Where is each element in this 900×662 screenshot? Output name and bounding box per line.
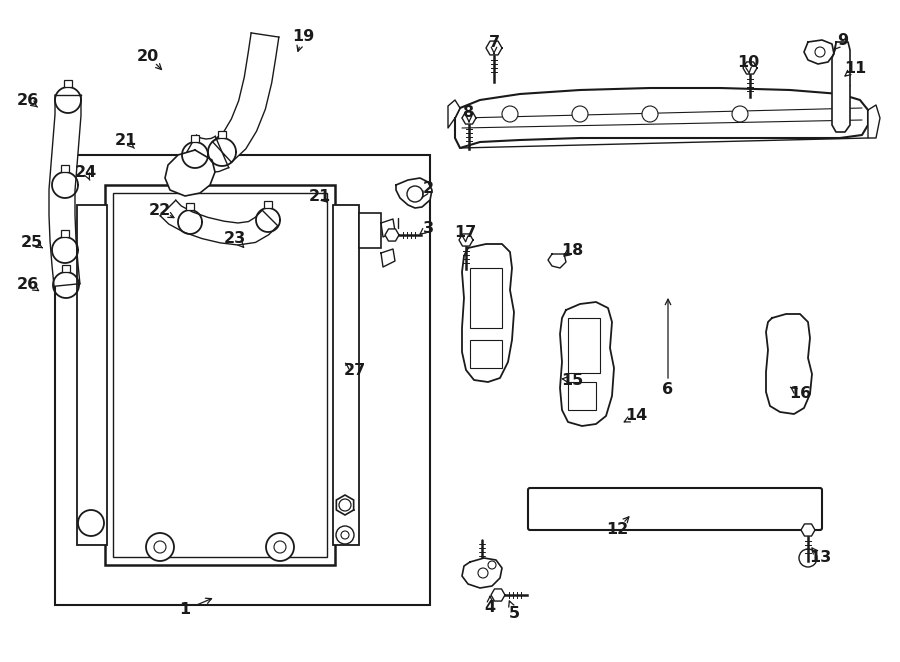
Circle shape: [488, 561, 496, 569]
Text: 26: 26: [17, 93, 39, 107]
Text: 11: 11: [844, 60, 866, 75]
Circle shape: [339, 499, 351, 511]
Polygon shape: [396, 178, 432, 208]
Text: 5: 5: [508, 606, 519, 620]
Polygon shape: [462, 558, 502, 588]
Polygon shape: [491, 589, 505, 601]
Text: 13: 13: [809, 551, 831, 565]
Text: 19: 19: [292, 28, 314, 44]
Text: 14: 14: [625, 408, 647, 424]
Text: 23: 23: [224, 230, 246, 246]
Circle shape: [732, 106, 748, 122]
Bar: [568, 382, 596, 410]
Bar: [113, 193, 327, 557]
Circle shape: [642, 106, 658, 122]
Text: 12: 12: [606, 522, 628, 538]
Polygon shape: [160, 200, 278, 245]
Text: 16: 16: [789, 387, 811, 401]
Bar: [77, 205, 107, 545]
Bar: [359, 213, 381, 248]
Circle shape: [146, 533, 174, 561]
Bar: [105, 185, 335, 565]
Text: 10: 10: [737, 54, 759, 70]
Polygon shape: [165, 150, 215, 196]
Polygon shape: [801, 524, 815, 536]
Text: 6: 6: [662, 383, 673, 397]
Polygon shape: [804, 40, 834, 64]
Text: 25: 25: [21, 234, 43, 250]
Polygon shape: [381, 249, 395, 267]
Text: 18: 18: [561, 242, 583, 258]
Text: 21: 21: [309, 189, 331, 203]
Text: 9: 9: [837, 32, 849, 48]
Text: 22: 22: [148, 203, 171, 218]
Polygon shape: [462, 244, 514, 382]
Bar: [61, 230, 69, 237]
Circle shape: [478, 568, 488, 578]
Polygon shape: [385, 229, 399, 241]
Polygon shape: [180, 135, 229, 173]
Bar: [191, 135, 199, 142]
Circle shape: [341, 531, 349, 539]
Bar: [55, 155, 430, 605]
Circle shape: [815, 47, 825, 57]
Polygon shape: [868, 105, 880, 138]
Text: 24: 24: [75, 164, 97, 179]
Circle shape: [78, 510, 104, 536]
Circle shape: [266, 533, 294, 561]
Circle shape: [502, 106, 518, 122]
Text: 7: 7: [489, 34, 500, 50]
Bar: [186, 203, 194, 210]
Bar: [470, 340, 502, 368]
Polygon shape: [832, 42, 850, 132]
Polygon shape: [459, 234, 473, 246]
Polygon shape: [448, 100, 460, 128]
Text: 1: 1: [179, 602, 191, 618]
Bar: [333, 205, 359, 545]
Polygon shape: [337, 495, 354, 515]
FancyBboxPatch shape: [528, 488, 822, 530]
Bar: [470, 268, 502, 328]
Text: 3: 3: [422, 220, 434, 236]
Bar: [62, 265, 70, 272]
Polygon shape: [766, 314, 812, 414]
Polygon shape: [486, 41, 502, 55]
Polygon shape: [381, 219, 395, 237]
Text: 27: 27: [344, 363, 366, 377]
Circle shape: [274, 541, 286, 553]
Circle shape: [407, 186, 423, 202]
Text: 8: 8: [464, 105, 474, 120]
Polygon shape: [212, 33, 279, 162]
Text: 2: 2: [422, 181, 434, 195]
Bar: [568, 318, 600, 373]
Polygon shape: [743, 62, 757, 74]
Text: 21: 21: [115, 132, 137, 148]
Text: 17: 17: [454, 224, 476, 240]
Circle shape: [154, 541, 166, 553]
Polygon shape: [548, 254, 566, 268]
Circle shape: [572, 106, 588, 122]
Bar: [64, 80, 72, 87]
Polygon shape: [49, 95, 81, 286]
Polygon shape: [462, 112, 476, 124]
Circle shape: [336, 526, 354, 544]
Circle shape: [799, 549, 817, 567]
Text: 15: 15: [561, 373, 583, 387]
Polygon shape: [560, 302, 614, 426]
Text: 4: 4: [484, 600, 496, 616]
Bar: [218, 131, 226, 138]
Bar: [264, 201, 272, 208]
Bar: [61, 165, 69, 172]
Text: 20: 20: [137, 48, 159, 64]
Polygon shape: [455, 88, 868, 148]
Text: 26: 26: [17, 277, 39, 291]
